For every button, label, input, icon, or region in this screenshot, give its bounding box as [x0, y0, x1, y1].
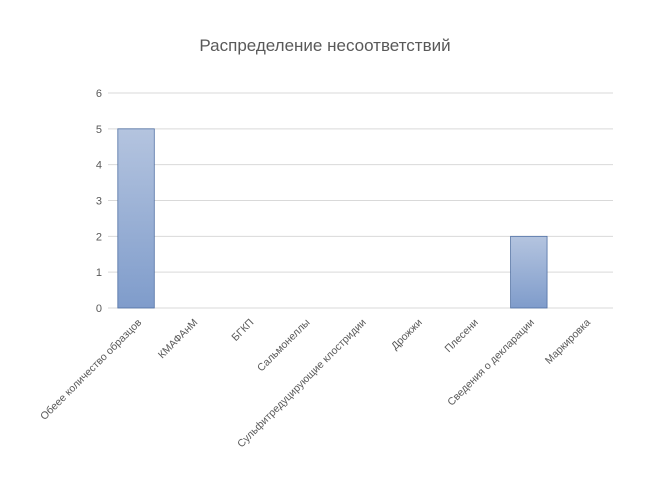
y-tick-label: 5 [96, 124, 102, 136]
bars [117, 128, 548, 309]
y-tick-label: 2 [96, 231, 102, 243]
gridlines [108, 92, 613, 309]
bar [117, 128, 155, 309]
y-tick-label: 1 [96, 267, 102, 279]
x-tick-label: Маркировка [543, 317, 593, 367]
x-tick-label: Обеее количество образцов [38, 316, 144, 422]
x-tick-label: КМАФАнМ [156, 317, 200, 361]
x-tick-label: Плесени [442, 317, 480, 355]
y-axis-ticks: 0 1 2 3 4 5 6 [96, 88, 102, 315]
x-tick-label: БГКП [229, 317, 256, 344]
y-tick-label: 6 [96, 88, 102, 100]
x-tick-label: Сульфитредуцирующие клостридии [235, 317, 369, 451]
y-tick-label: 3 [96, 196, 102, 208]
x-tick-label: Дрожжи [389, 317, 425, 353]
x-axis-labels: Обеее количество образцов КМАФАнМ БГКПСаль… [38, 316, 593, 450]
chart-title: Распределение несоответствий [199, 36, 450, 55]
x-tick-label: Сальмонеллы [255, 317, 312, 374]
bar [510, 235, 548, 309]
y-tick-label: 4 [96, 160, 102, 172]
y-tick-label: 0 [96, 303, 102, 315]
